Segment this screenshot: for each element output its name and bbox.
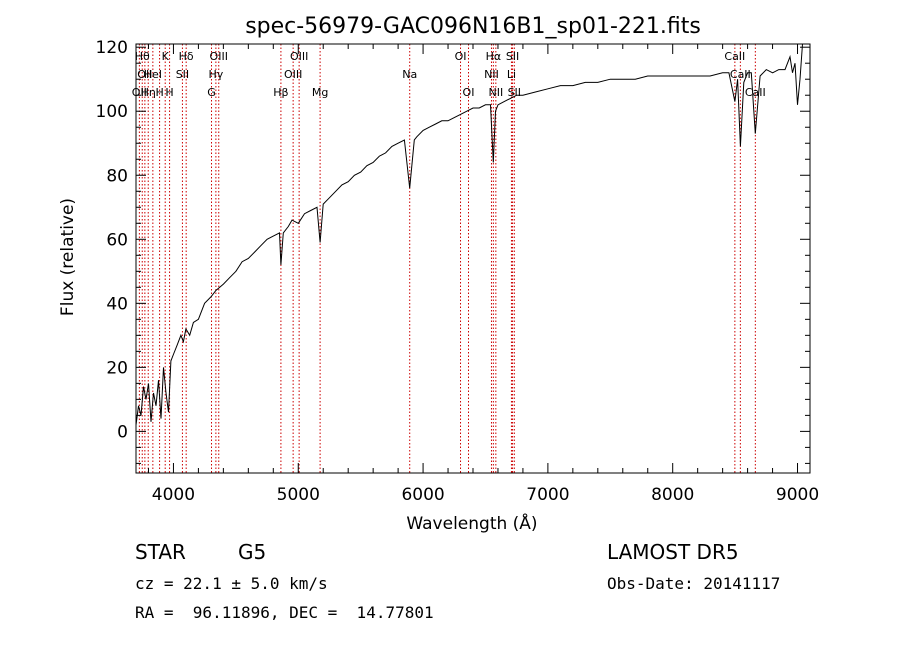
line-label: SII	[506, 50, 519, 63]
emission-line-labels: OIIHθOIIHηHeIHKHSIIHδGHγOIIIHβOIIIOIIIMg…	[132, 50, 766, 99]
observation-date: Obs-Date: 20141117	[607, 574, 781, 593]
line-label: CaII	[724, 50, 745, 63]
axis-tick-labels: 4000 5000 6000 7000 8000 9000 0 20 40 60 80 100 120	[96, 38, 820, 505]
line-label: Hδ	[179, 50, 194, 63]
line-label: Hβ	[273, 86, 288, 99]
line-label: Hθ	[135, 50, 150, 63]
y-axis-label: Flux (relative)	[58, 198, 78, 316]
line-label: OI	[455, 50, 467, 63]
line-label: Hα	[486, 50, 502, 63]
line-label: H	[155, 86, 163, 99]
emission-line-markers	[138, 44, 756, 473]
line-label: OIII	[210, 50, 228, 63]
y-tick-label: 60	[106, 230, 128, 250]
object-class: STAR	[135, 540, 186, 564]
y-tick-label: 0	[117, 422, 128, 442]
x-tick-label: 8000	[651, 485, 694, 505]
x-tick-label: 6000	[401, 485, 444, 505]
spectrum-line	[135, 43, 803, 426]
redshift-value: cz = 22.1 ± 5.0 km/s	[135, 574, 328, 593]
line-label: OIII	[290, 50, 308, 63]
y-tick-label: 20	[106, 358, 128, 378]
line-label: Hγ	[208, 68, 223, 81]
coordinates: RA = 96.11896, DEC = 14.77801	[135, 603, 434, 622]
line-label: NII	[484, 68, 499, 81]
chart-title: spec-56979-GAC096N16B1_sp01-221.fits	[245, 14, 701, 39]
line-label: HeI	[144, 68, 162, 81]
line-label: SII	[508, 86, 521, 99]
line-label: Mg	[312, 86, 328, 99]
object-subclass: G5	[238, 540, 267, 564]
x-tick-label: 9000	[776, 485, 819, 505]
line-label: Na	[402, 68, 417, 81]
x-tick-label: 4000	[152, 485, 195, 505]
line-label: OIII	[284, 68, 302, 81]
x-axis-label: Wavelength (Å)	[406, 512, 537, 534]
line-label: CaII	[730, 68, 751, 81]
line-label: K	[162, 50, 170, 63]
x-tick-label: 7000	[526, 485, 569, 505]
axis-ticks	[136, 44, 810, 473]
y-tick-label: 100	[96, 102, 128, 122]
line-label: SII	[176, 68, 189, 81]
line-label: Hη	[141, 86, 156, 99]
line-label: NII	[488, 86, 503, 99]
y-tick-label: 120	[96, 38, 128, 58]
y-tick-label: 80	[106, 166, 128, 186]
line-label: OII	[137, 68, 152, 81]
line-label: CaII	[745, 86, 766, 99]
line-label: Li	[507, 68, 516, 81]
line-label: H	[165, 86, 173, 99]
line-label: G	[207, 86, 216, 99]
y-tick-label: 40	[106, 294, 128, 314]
x-tick-label: 5000	[277, 485, 320, 505]
survey-name: LAMOST DR5	[607, 540, 739, 564]
line-label: OI	[463, 86, 475, 99]
